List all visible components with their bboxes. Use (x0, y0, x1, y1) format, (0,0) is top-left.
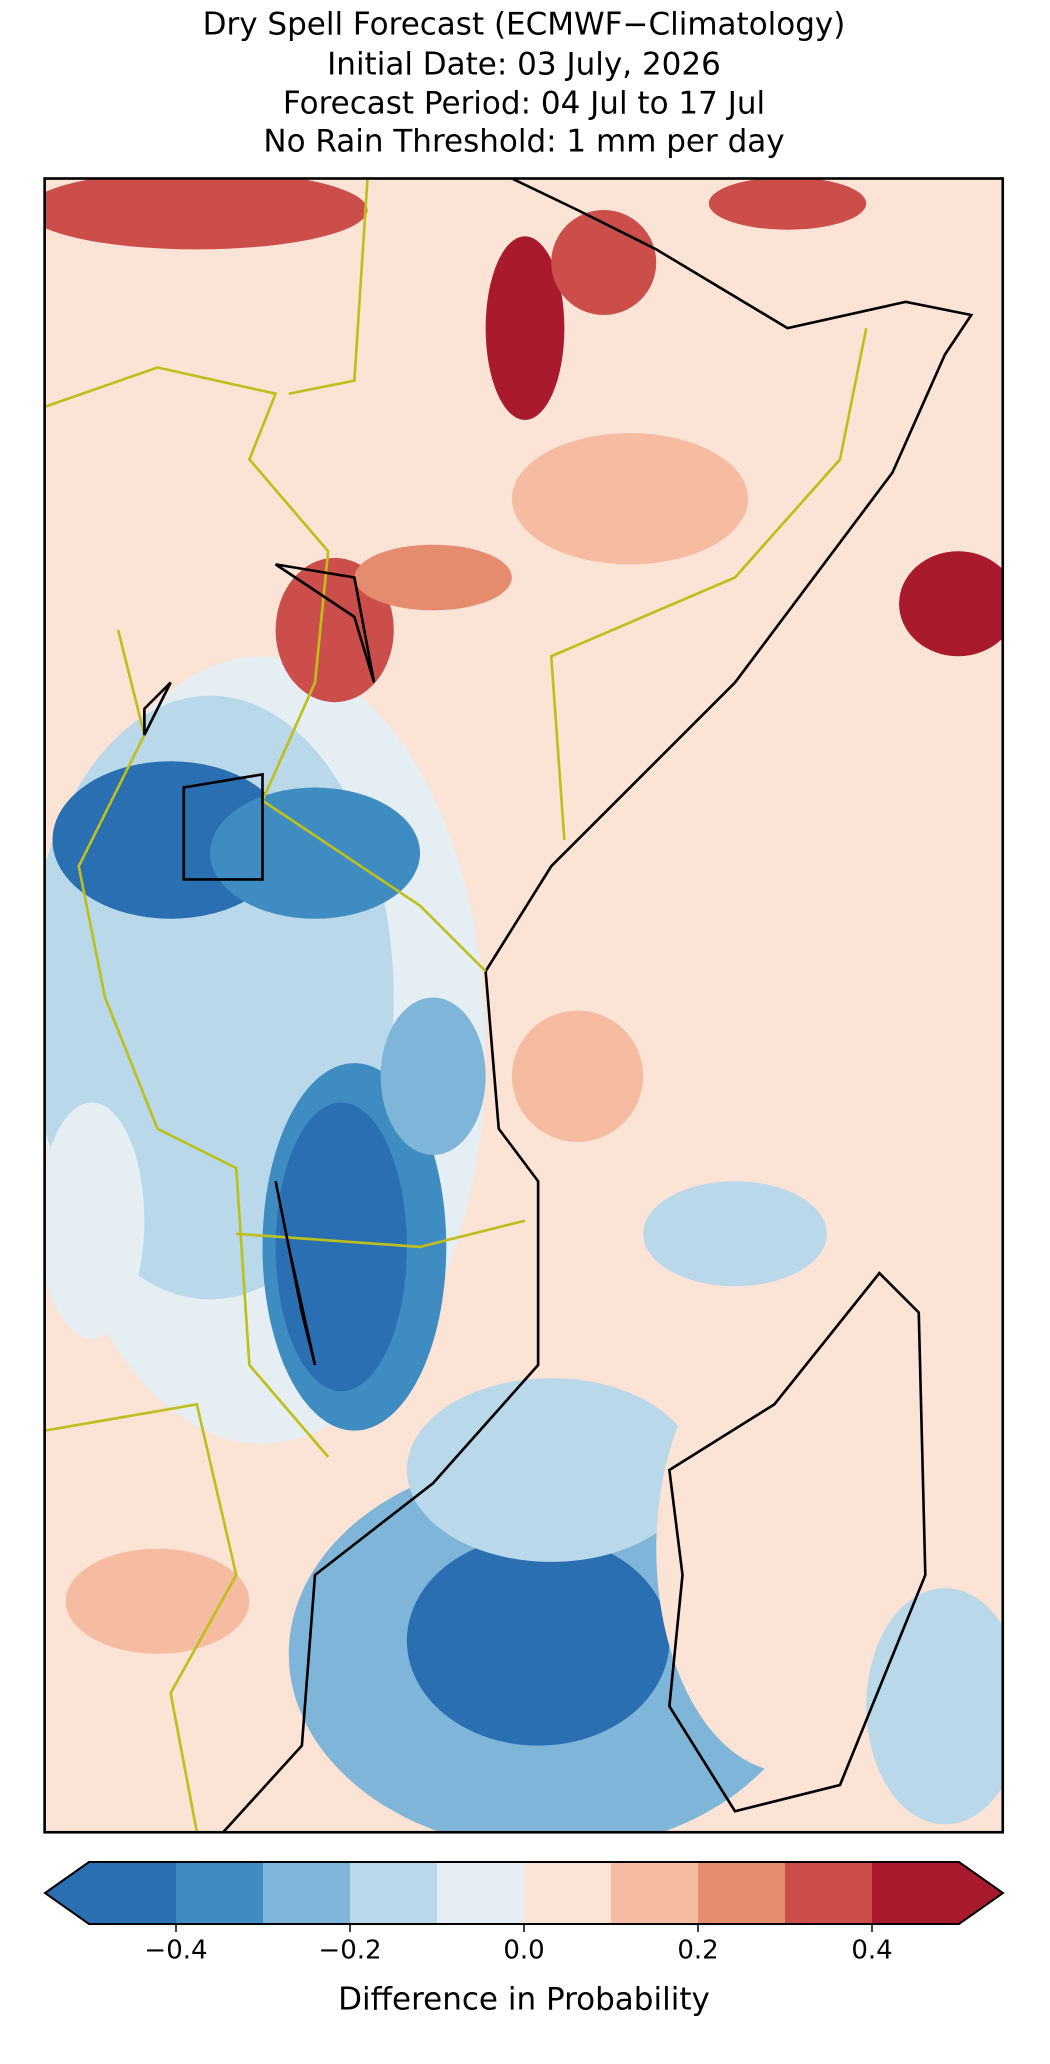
colorbar-segment (872, 1862, 960, 1924)
title-block: Dry Spell Forecast (ECMWF−Climatology) I… (203, 7, 846, 160)
colorbar: −0.4 −0.2 0.0 0.2 0.4 (43, 1861, 1005, 1966)
colorbar-tick-label: 0.4 (851, 1936, 892, 1966)
colorbar-outline (43, 1861, 1005, 1925)
title-line: No Rain Threshold: 1 mm per day (263, 124, 784, 160)
colorbar-segment (89, 1862, 177, 1924)
colorbar-segment (350, 1862, 438, 1924)
colorbar-segment (437, 1862, 525, 1924)
map (43, 177, 1005, 1834)
title-line: Initial Date: 03 July, 2026 (327, 47, 721, 83)
colorbar-tick-label: −0.4 (144, 1936, 207, 1966)
title-line: Dry Spell Forecast (ECMWF−Climatology) (203, 7, 846, 43)
colorbar-segment (698, 1862, 786, 1924)
colorbar-tick-label: 0.2 (677, 1936, 718, 1966)
colorbar-segment (611, 1862, 699, 1924)
colorbar-tick-label: 0.0 (503, 1936, 544, 1966)
colorbar-label: Difference in Probability (338, 1982, 710, 2018)
colorbar-segment (524, 1862, 612, 1924)
colorbar-extend-max (959, 1862, 1003, 1924)
colorbar-segment (785, 1862, 873, 1924)
colorbar-segment (176, 1862, 264, 1924)
title-line: Forecast Period: 04 Jul to 17 Jul (283, 86, 765, 122)
colorbar-segment (263, 1862, 351, 1924)
colorbar-extend-min (45, 1862, 89, 1924)
colorbar-tick-label: −0.2 (318, 1936, 381, 1966)
